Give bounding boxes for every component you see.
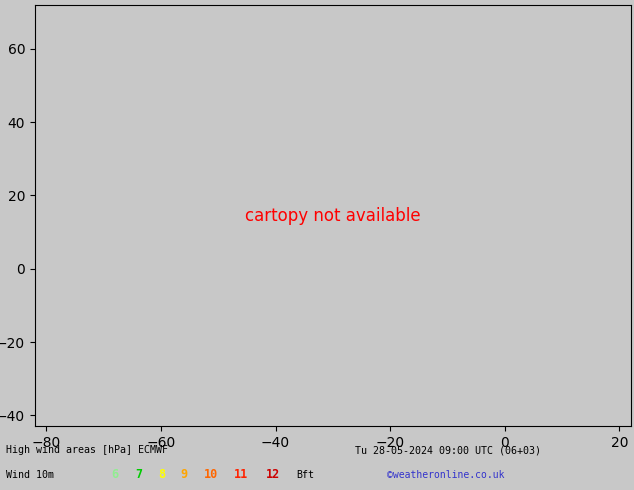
Text: 12: 12 (266, 468, 280, 481)
Text: Wind 10m: Wind 10m (6, 470, 72, 480)
Text: 10: 10 (204, 468, 217, 481)
Text: cartopy not available: cartopy not available (245, 207, 421, 224)
Text: 9: 9 (181, 468, 188, 481)
Text: 7: 7 (135, 468, 142, 481)
Text: Bft: Bft (296, 470, 314, 480)
Text: ©weatheronline.co.uk: ©weatheronline.co.uk (387, 470, 504, 480)
Text: High wind areas [hPa] ECMWF: High wind areas [hPa] ECMWF (6, 445, 169, 455)
Text: Tu 28-05-2024 09:00 UTC (06+03): Tu 28-05-2024 09:00 UTC (06+03) (355, 445, 541, 455)
Text: 8: 8 (158, 468, 165, 481)
Text: 11: 11 (234, 468, 248, 481)
Text: 6: 6 (111, 468, 118, 481)
